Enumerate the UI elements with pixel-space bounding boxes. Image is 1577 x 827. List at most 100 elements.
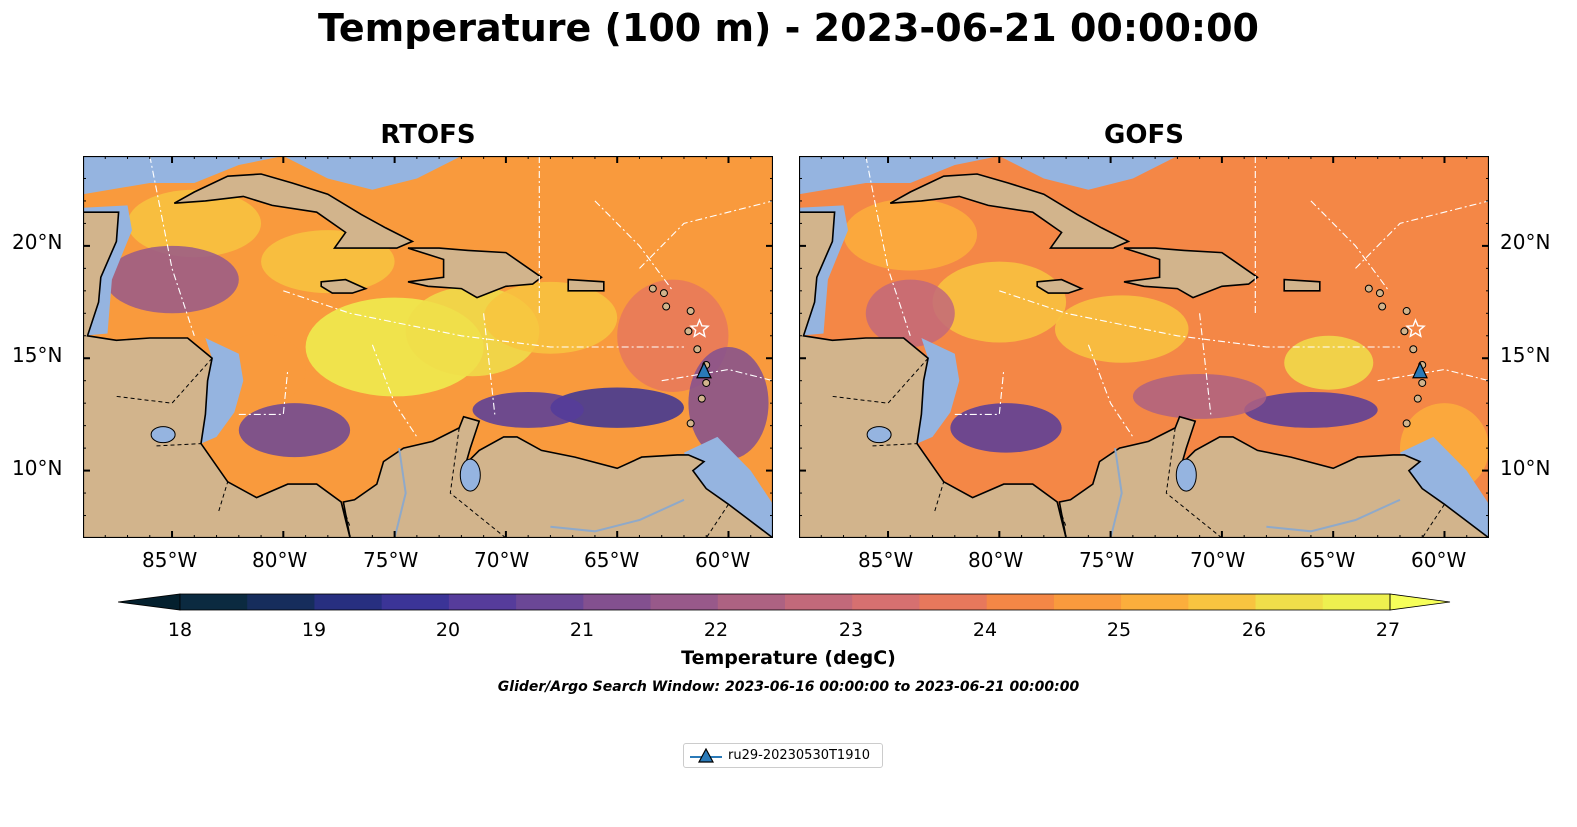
- colorbar-segment: [314, 594, 383, 610]
- triangle-marker-icon: [690, 747, 722, 763]
- island: [684, 327, 693, 336]
- lon-tick-p1-80w: 80°W: [252, 548, 308, 572]
- colorbar-segment: [785, 594, 853, 610]
- lake-nicaragua: [150, 426, 176, 444]
- eez-boundary: [1310, 200, 1390, 292]
- colorbar-segment: [986, 594, 1055, 610]
- colorbar-extend-high: [1389, 593, 1451, 611]
- lat-tick-left-20n: 20°N: [12, 230, 63, 254]
- search-window-text: Glider/Argo Search Window: 2023-06-16 00…: [497, 679, 1080, 695]
- shelf-area: [283, 156, 462, 190]
- colorbar-segment: [448, 594, 517, 610]
- colorbar-label: Temperature (degC): [681, 647, 896, 669]
- island: [1418, 378, 1427, 387]
- land-central: [799, 211, 1067, 538]
- glider-marker: [696, 361, 712, 379]
- lon-tick-p2-75w: 75°W: [1079, 548, 1135, 572]
- temperature-patch: [1244, 391, 1378, 428]
- temperature-patch: [1132, 373, 1267, 419]
- temperature-patch: [932, 261, 1067, 343]
- temperature-patch: [1054, 295, 1189, 363]
- lon-tick-p1-85w: 85°W: [142, 548, 198, 572]
- country-border: [872, 443, 918, 447]
- map-rtofs: [83, 156, 773, 538]
- colorbar-segment: [583, 594, 652, 610]
- shelf-area: [684, 436, 773, 538]
- lon-tick-p2-85w: 85°W: [858, 548, 914, 572]
- land-central: [83, 211, 351, 538]
- temperature-patch: [238, 403, 351, 458]
- country-border: [1165, 427, 1223, 538]
- island: [1400, 327, 1409, 336]
- land-jamaica: [320, 278, 368, 294]
- colorbar-tick-26: 26: [1241, 619, 1267, 641]
- colorbar-tick-23: 23: [838, 619, 864, 641]
- river: [393, 447, 407, 538]
- country-border: [156, 443, 202, 447]
- lon-tick-p2-65w: 65°W: [1300, 548, 1356, 572]
- colorbar-segment: [1053, 594, 1122, 610]
- temperature-patch: [472, 391, 584, 428]
- island: [648, 284, 657, 293]
- land-jamaica: [1036, 278, 1084, 294]
- temperature-patch: [950, 403, 1062, 453]
- island: [693, 345, 702, 354]
- shelf-area: [799, 156, 1000, 195]
- eez-boundary: [1199, 313, 1212, 415]
- colorbar-tick-22: 22: [703, 619, 729, 641]
- colorbar-segment: [852, 594, 920, 610]
- colorbar-segment: [650, 594, 719, 610]
- land-puertorico: [1283, 278, 1321, 292]
- colorbar-segment: [180, 594, 248, 610]
- colorbar-tick-21: 21: [569, 619, 595, 641]
- island: [1375, 289, 1384, 298]
- temperature-patch: [550, 387, 684, 428]
- lat-tick-left-10n: 10°N: [12, 456, 63, 480]
- country-border: [449, 427, 507, 538]
- lon-tick-p1-60w: 60°W: [695, 548, 751, 572]
- star-marker: [689, 318, 710, 338]
- temperature-patch: [127, 189, 262, 258]
- colorbar-tick-18: 18: [167, 619, 193, 641]
- temperature-patch: [483, 281, 618, 354]
- colorbar-tick-27: 27: [1375, 619, 1401, 641]
- island: [686, 307, 695, 316]
- legend-entry-label: ru29-20230530T1910: [728, 748, 871, 763]
- temperature-patch: [105, 245, 239, 314]
- island: [659, 289, 668, 298]
- shelf-area: [1400, 436, 1489, 538]
- lon-tick-p1-70w: 70°W: [474, 548, 530, 572]
- lon-tick-p1-75w: 75°W: [363, 548, 419, 572]
- river: [1109, 447, 1123, 538]
- legend: ru29-20230530T1910: [683, 743, 883, 768]
- lat-tick-right-15n: 15°N: [1500, 343, 1551, 367]
- land-hispaniola: [407, 247, 543, 299]
- island: [702, 378, 711, 387]
- colorbar-segment: [1255, 594, 1324, 610]
- eez-boundary: [371, 344, 418, 438]
- country-border: [218, 481, 229, 512]
- colorbar-tick-19: 19: [301, 619, 327, 641]
- lake-maracaibo: [459, 458, 481, 492]
- eez-boundary: [999, 290, 1400, 348]
- colorbar-segment: [1121, 594, 1189, 610]
- river: [550, 498, 685, 533]
- lon-tick-p2-80w: 80°W: [968, 548, 1024, 572]
- lat-tick-right-20n: 20°N: [1500, 230, 1551, 254]
- land-hispaniola: [1123, 247, 1259, 299]
- eez-boundary: [865, 156, 911, 336]
- colorbar-segment: [381, 594, 450, 610]
- shelf-area: [83, 156, 284, 195]
- map-gofs: [799, 156, 1489, 538]
- island: [697, 394, 706, 403]
- colorbar-segment: [717, 594, 786, 610]
- eez-boundary: [149, 156, 195, 336]
- figure-title: Temperature (100 m) - 2023-06-21 00:00:0…: [317, 6, 1259, 50]
- island: [1402, 307, 1411, 316]
- island: [662, 302, 671, 311]
- temperature-patch: [865, 279, 955, 347]
- lon-tick-p2-70w: 70°W: [1190, 548, 1246, 572]
- country-border: [1056, 501, 1067, 527]
- island: [1409, 345, 1418, 354]
- lat-tick-left-15n: 15°N: [12, 343, 63, 367]
